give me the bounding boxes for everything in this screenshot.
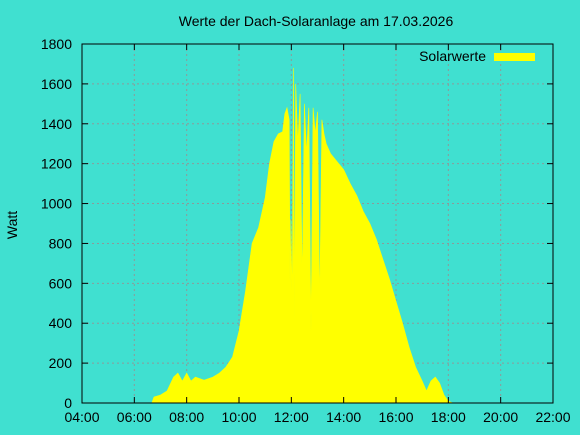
y-tick-label: 800 xyxy=(49,235,73,251)
y-tick-label: 400 xyxy=(49,315,73,331)
series-area-solarwerte xyxy=(151,67,453,404)
y-tick-label: 1000 xyxy=(41,196,72,212)
chart-title: Werte der Dach-Solaranlage am 17.03.2026 xyxy=(179,13,454,29)
y-tick-label: 200 xyxy=(49,355,73,371)
x-tick-label: 20:00 xyxy=(483,409,518,425)
y-axis-label: Watt xyxy=(4,211,20,239)
y-tick-label: 600 xyxy=(49,275,73,291)
series-layer xyxy=(151,67,453,404)
legend-swatch xyxy=(494,53,535,61)
plot-frame xyxy=(81,43,554,404)
x-tick-label: 08:00 xyxy=(169,409,204,425)
x-tick-label: 10:00 xyxy=(221,409,256,425)
x-tick-label: 14:00 xyxy=(326,409,361,425)
x-tick-label: 04:00 xyxy=(64,409,99,425)
legend-label: Solarwerte xyxy=(419,48,486,64)
legend: Solarwerte xyxy=(419,48,535,64)
y-tick-label: 1400 xyxy=(41,116,72,132)
axis-ticks: 0 200 400 600 800 1000 1200 1400 1600 1800 04:00 06… xyxy=(41,36,571,425)
y-tick-label: 0 xyxy=(64,395,72,411)
y-tick-label: 1200 xyxy=(41,156,72,172)
y-tick-label: 1800 xyxy=(41,36,72,52)
x-tick-label: 12:00 xyxy=(274,409,309,425)
x-tick-label: 06:00 xyxy=(117,409,152,425)
x-tick-label: 18:00 xyxy=(431,409,466,425)
x-tick-label: 22:00 xyxy=(535,409,570,425)
y-tick-label: 1600 xyxy=(41,76,72,92)
x-tick-label: 16:00 xyxy=(378,409,413,425)
